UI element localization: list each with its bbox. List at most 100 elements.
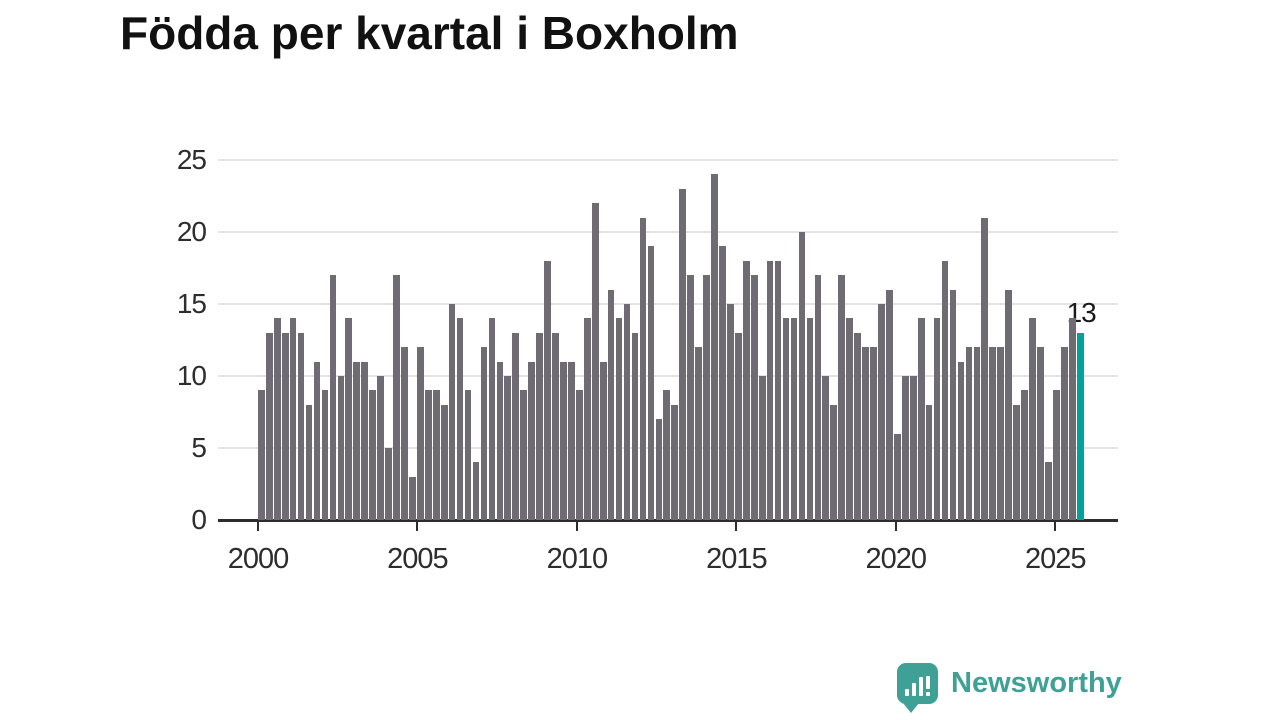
x-axis-tick-label: 2025 [1024,543,1087,575]
bar [512,332,520,520]
bar [965,347,973,520]
chart-title: Födda per kvartal i Boxholm [120,7,739,59]
bar [703,275,710,520]
x-axis-line [218,519,1118,522]
bar [870,347,877,520]
gridline [218,158,1118,161]
logo-bar-tall-icon [919,677,923,696]
bar [329,275,337,520]
bar [846,318,853,520]
newsworthy-logo: Newsworthy [897,663,1122,713]
bar [480,347,488,520]
bar [361,361,369,520]
bar [345,318,353,520]
bar [432,390,440,520]
bar [1068,318,1076,520]
x-axis-tick [894,522,897,531]
bar [830,404,838,520]
bar [687,275,694,520]
bar [488,318,496,520]
bar [1053,390,1060,520]
bar [957,361,965,520]
bar [981,217,989,520]
bar [528,361,535,520]
bar [305,404,313,520]
bar [949,289,957,520]
bar [639,217,647,520]
bar [552,332,559,520]
x-axis-tick [735,522,738,531]
bar [671,404,679,520]
x-axis-tick [257,522,259,531]
y-axis-tick-label: 5 [191,432,207,463]
bar [997,347,1005,520]
x-axis-tick-label: 2015 [706,543,768,575]
x-axis-tick-label: 2000 [227,543,290,575]
bar [750,275,758,520]
bar [583,318,591,520]
bar [647,246,655,520]
bar [790,318,798,520]
bar [631,332,639,520]
bar [941,260,949,520]
bar [838,275,846,520]
bar [917,318,925,520]
bar [925,404,933,520]
y-axis-tick-label: 0 [191,504,207,535]
bar [878,304,885,520]
bar [337,376,345,520]
bar [496,361,504,520]
bar [933,318,941,520]
bar [321,390,329,520]
bar [758,376,766,520]
speech-bubble-tail [903,703,919,713]
y-axis-tick-label: 15 [176,288,207,319]
bar [854,332,861,520]
x-axis-tick-label: 2005 [387,543,449,575]
bar [448,304,456,520]
bar [1029,318,1036,520]
newsworthy-bars-bubble-icon [897,663,938,713]
logo-bar-small-icon [905,689,909,696]
bar [711,174,718,520]
bar [894,433,901,520]
bar [886,289,893,520]
bar [591,203,599,520]
bar [504,376,512,520]
bar [655,419,663,520]
bar [297,332,305,520]
newsworthy-logo-text: Newsworthy [951,667,1122,699]
bar [1021,390,1028,520]
highlighted-bar-latest-quarter [1076,332,1084,520]
bar [727,304,734,520]
bar [599,361,607,520]
bar [1013,404,1020,520]
y-axis-tick-label: 10 [176,360,207,391]
x-axis-tick [575,522,578,531]
bar [719,246,726,520]
x-axis-tick-label: 2020 [865,543,928,575]
bar [456,318,464,520]
bar [782,318,790,520]
bar [901,376,909,520]
bar [798,232,806,520]
y-axis-tick-label: 20 [176,216,207,247]
gridline [218,302,1118,305]
y-axis-tick-label: 25 [176,144,207,175]
x-axis-tick [416,522,419,531]
bar [623,304,631,520]
bar [735,332,742,520]
bar [814,275,822,520]
bar [742,260,750,520]
bar [265,332,273,520]
bar [560,361,567,520]
logo-bar-medium-icon [912,683,916,696]
x-axis-tick-label: 2010 [546,543,609,575]
bar [289,318,297,520]
bar [1045,462,1052,520]
bar [536,332,543,520]
bar [258,390,265,520]
bar [806,318,814,520]
bar [369,390,376,520]
